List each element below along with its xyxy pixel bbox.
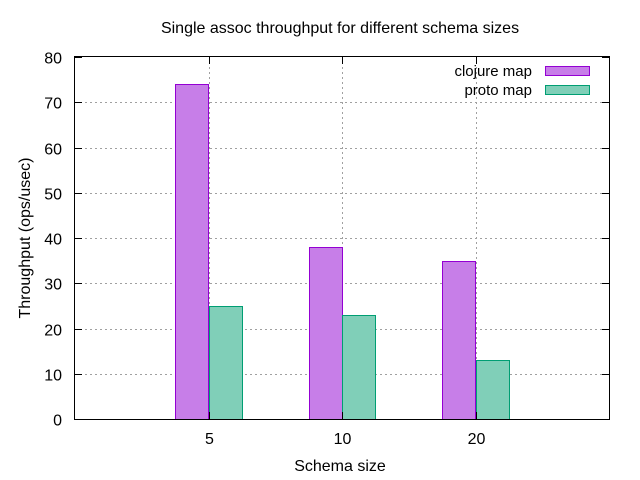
plot-frame (74, 56, 610, 420)
y-axis: 0 10 20 30 40 50 60 70 80 (44, 51, 609, 430)
y-tick-label: 50 (44, 187, 62, 204)
x-tick-label: 20 (468, 431, 486, 448)
legend-swatch (545, 66, 590, 76)
y-tick-label: 40 (44, 232, 62, 249)
bar-clojure-map-10 (309, 247, 343, 420)
bar-proto-map-20 (476, 360, 510, 420)
x-tick-label: 10 (334, 431, 352, 448)
y-axis-title: Throughput (ops/usec) (17, 158, 34, 319)
bar-proto-map-10 (342, 315, 376, 420)
y-tick-label: 0 (53, 413, 62, 430)
y-tick-label: 80 (44, 51, 62, 68)
y-tick-label: 60 (44, 142, 62, 159)
chart-title: Single assoc throughput for different sc… (161, 20, 519, 37)
x-tick-label: 5 (205, 431, 214, 448)
legend-label: clojure map (454, 63, 532, 80)
bar-proto-map-5 (209, 306, 243, 420)
x-axis-title: Schema size (294, 458, 386, 475)
y-tick-label: 70 (44, 96, 62, 113)
bars (175, 84, 510, 420)
y-tick-label: 30 (44, 277, 62, 294)
legend-swatch (545, 85, 590, 95)
x-axis: 5 10 20 (205, 57, 486, 448)
bar-clojure-map-5 (175, 84, 209, 420)
y-tick-label: 10 (44, 368, 62, 385)
legend: clojure map proto map (454, 63, 590, 99)
y-tick-label: 20 (44, 323, 62, 340)
bar-clojure-map-20 (442, 261, 476, 420)
legend-label: proto map (464, 82, 532, 99)
